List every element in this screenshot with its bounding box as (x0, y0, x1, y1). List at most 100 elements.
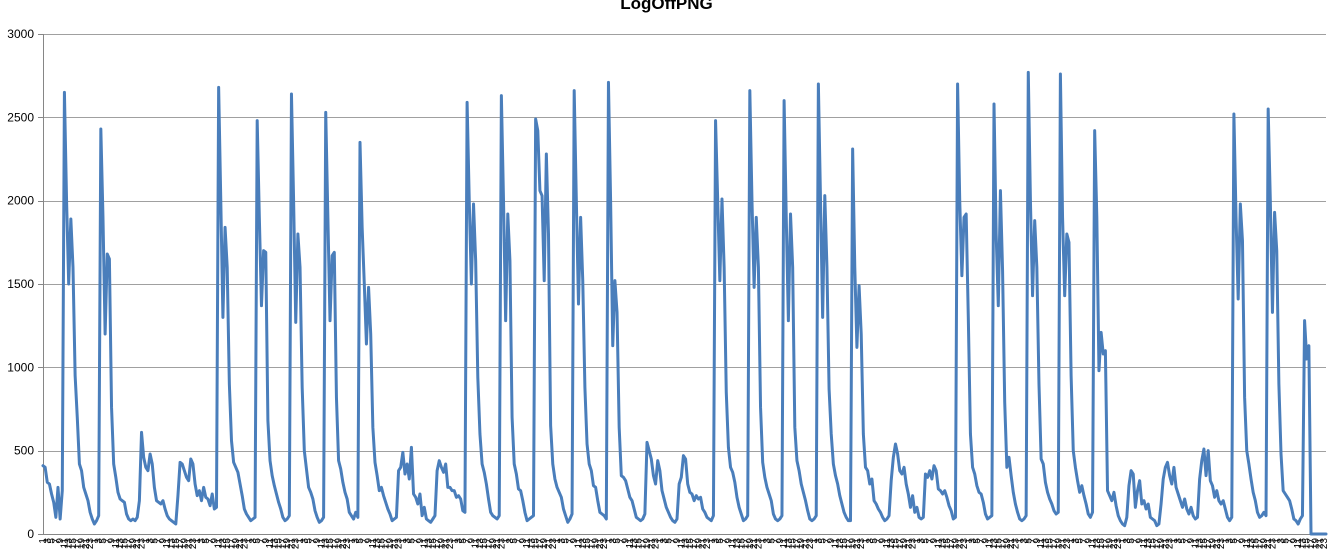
x-tick-label: 23 (291, 538, 302, 550)
x-tick-label: 9 (1135, 538, 1146, 544)
x-tick-label: 9 (1032, 538, 1043, 544)
x-tick-label: 11 (162, 538, 173, 549)
x-tick-label: 23 (651, 538, 662, 550)
x-tick-label: 9 (261, 538, 272, 544)
x-tick-label: 1 (1220, 538, 1231, 544)
x-tick-label: 21 (595, 538, 606, 550)
x-tick-label: 21 (852, 538, 863, 550)
x-tick-label: 13 (167, 538, 178, 550)
x-tick-label: 13 (1092, 538, 1103, 550)
x-tick-label: 7 (822, 538, 833, 544)
x-tick-label: 3 (454, 538, 465, 544)
x-tick-label: 9 (158, 538, 169, 544)
x-tick-label: 21 (543, 538, 554, 550)
x-tick-label: 17 (946, 538, 957, 550)
x-tick-label: 5 (869, 538, 880, 544)
x-tick-label: 7 (1130, 538, 1141, 544)
x-tick-label: 11 (59, 538, 70, 549)
x-tick-label: 1 (449, 538, 460, 544)
x-tick-label: 9 (723, 538, 734, 544)
x-tick-label: 5 (509, 538, 520, 544)
x-tick-label: 21 (441, 538, 452, 550)
x-tick-label: 3 (1019, 538, 1030, 544)
x-tick-label: 5 (252, 538, 263, 544)
x-tick-label: 23 (1010, 538, 1021, 550)
x-tick-label: 11 (316, 538, 327, 549)
x-tick-label: 13 (475, 538, 486, 550)
x-tick-label: 5 (920, 538, 931, 544)
x-tick-label: 1 (89, 538, 100, 544)
x-tick-label: 3 (94, 538, 105, 544)
x-tick-label: 9 (364, 538, 375, 544)
x-tick-label: 13 (424, 538, 435, 550)
x-tick-label: 17 (1152, 538, 1163, 550)
x-tick-label: 21 (1315, 538, 1326, 550)
x-tick-label: 7 (1182, 538, 1193, 544)
x-tick-label: 19 (77, 538, 88, 550)
x-tick-label: 7 (154, 538, 165, 544)
x-tick-label: 9 (1083, 538, 1094, 544)
x-tick-label: 7 (976, 538, 987, 544)
y-tick-label: 2500 (7, 110, 34, 124)
x-tick-label: 9 (672, 538, 683, 544)
x-tick-label: 5 (766, 538, 777, 544)
x-tick-label: 13 (269, 538, 280, 550)
x-tick-label: 19 (436, 538, 447, 550)
x-tick-label: 3 (1173, 538, 1184, 544)
x-tick-label: 13 (526, 538, 537, 550)
x-tick-label: 3 (659, 538, 670, 544)
x-tick-label: 17 (638, 538, 649, 550)
x-tick-label: 13 (783, 538, 794, 550)
x-tick-label: 9 (415, 538, 426, 544)
x-tick-label: 7 (51, 538, 62, 544)
x-tick-label: 23 (959, 538, 970, 550)
x-tick-label: 21 (801, 538, 812, 550)
x-tick-label: 5 (1280, 538, 1291, 544)
x-tick-label: 11 (728, 538, 739, 549)
x-tick-label: 13 (115, 538, 126, 550)
x-tick-label: 5 (1177, 538, 1188, 544)
x-tick-label: 13 (681, 538, 692, 550)
x-tick-label: 17 (998, 538, 1009, 550)
x-tick-label: 9 (1237, 538, 1248, 544)
x-tick-label: 23 (188, 538, 199, 550)
series-line (41, 70, 1328, 536)
x-tick-label: 11 (368, 538, 379, 549)
x-tick-label: 5 (458, 538, 469, 544)
x-tick-label: 15 (376, 538, 387, 550)
chart-title: LogOffPNG (620, 0, 713, 13)
x-tick-label: 17 (1255, 538, 1266, 550)
x-tick-label: 13 (989, 538, 1000, 550)
x-tick-label: 11 (985, 538, 996, 549)
x-tick-label: 7 (308, 538, 319, 544)
x-tick-label: 13 (218, 538, 229, 550)
x-tick-label: 11 (111, 538, 122, 549)
x-tick-label: 1 (346, 538, 357, 544)
x-tick-label: 3 (1070, 538, 1081, 544)
x-tick-label: 17 (689, 538, 700, 550)
y-tick-label: 1000 (7, 360, 34, 374)
x-tick-label: 17 (741, 538, 752, 550)
x-tick-label: 11 (831, 538, 842, 549)
x-tick-label: 3 (42, 538, 53, 544)
x-tick-label: 1 (501, 538, 512, 544)
x-tick-label: 13 (938, 538, 949, 550)
x-tick-label: 11 (1088, 538, 1099, 549)
x-tick-label: 17 (586, 538, 597, 550)
x-tick-label: 9 (1289, 538, 1300, 544)
x-tick-label: 13 (1143, 538, 1154, 550)
x-tick-label: 13 (1246, 538, 1257, 550)
series-layer (41, 70, 1328, 536)
x-tick-label: 3 (556, 538, 567, 544)
x-tick-label: 11 (265, 538, 276, 549)
x-axis-tick-labels: 1357911131517192123135791113151719212313… (38, 538, 1330, 550)
x-tick-label: 7 (514, 538, 525, 544)
x-tick-label: 17 (1203, 538, 1214, 550)
x-tick-label: 1 (1118, 538, 1129, 544)
x-tick-label: 5 (406, 538, 417, 544)
x-tick-label: 9 (466, 538, 477, 544)
x-tick-label: 23 (445, 538, 456, 550)
x-tick-label: 19 (1259, 538, 1270, 550)
x-tick-label: 3 (1122, 538, 1133, 544)
x-tick-label: 23 (908, 538, 919, 550)
